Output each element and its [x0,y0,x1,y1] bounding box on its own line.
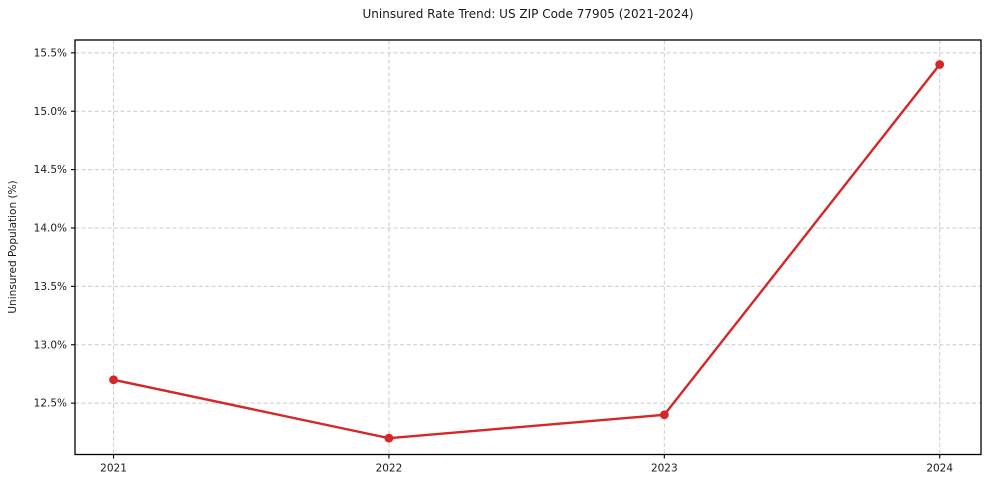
y-tick-label: 15.5% [34,47,67,59]
y-tick-label: 15.0% [34,106,67,118]
data-point-2022 [384,433,394,443]
x-tick-label: 2022 [376,463,403,475]
y-tick-label: 12.5% [34,398,67,410]
data-point-2021 [109,375,118,385]
x-tick-label: 2021 [100,463,127,475]
chart-title: Uninsured Rate Trend: US ZIP Code 77905 … [362,7,694,21]
x-tick-label: 2024 [926,463,953,475]
x-tick-label: 2023 [651,463,678,475]
trend-line [112,63,941,440]
axes-spines [74,39,982,456]
y-tick-label: 14.0% [34,223,67,235]
data-point-2024 [935,60,945,69]
data-point-2023 [659,410,669,420]
y-tick-label: 14.5% [34,164,67,176]
y-tick-label: 13.5% [34,281,67,293]
y-tick-label: 13.0% [34,339,67,351]
